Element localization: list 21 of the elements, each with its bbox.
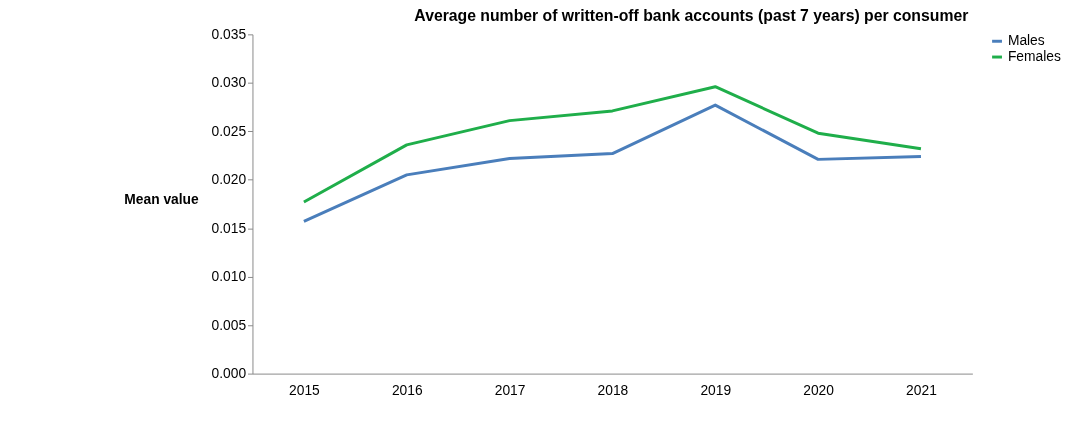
y-tick-label: 0.020 [211,172,247,188]
x-tick-label: 2016 [391,382,423,398]
y-tick-label: 0.015 [211,220,247,236]
chart-title: Average number of written-off bank accounts (past 7 years) per consumer [414,6,969,24]
legend-label: Males [1007,33,1045,49]
legend-label: Females [1007,48,1061,64]
y-tick-label: 0.030 [211,75,247,91]
y-tick-label: 0.010 [211,269,247,285]
x-tick-label: 2020 [803,382,835,398]
x-tick-label: 2015 [289,382,321,398]
line-series [302,103,923,223]
y-tick-label: 0.000 [211,366,247,382]
y-tick-label: 0.025 [211,123,247,139]
x-tick-label: 2017 [494,382,526,398]
y-tick-label: 0.005 [211,317,247,333]
y-axis-title: Mean value [124,192,200,208]
x-tick-label: 2018 [597,382,629,398]
x-tick-label: 2021 [906,382,937,398]
x-tick-label: 2019 [700,382,732,398]
y-tick-label: 0.035 [211,26,247,42]
line-series [302,85,923,204]
